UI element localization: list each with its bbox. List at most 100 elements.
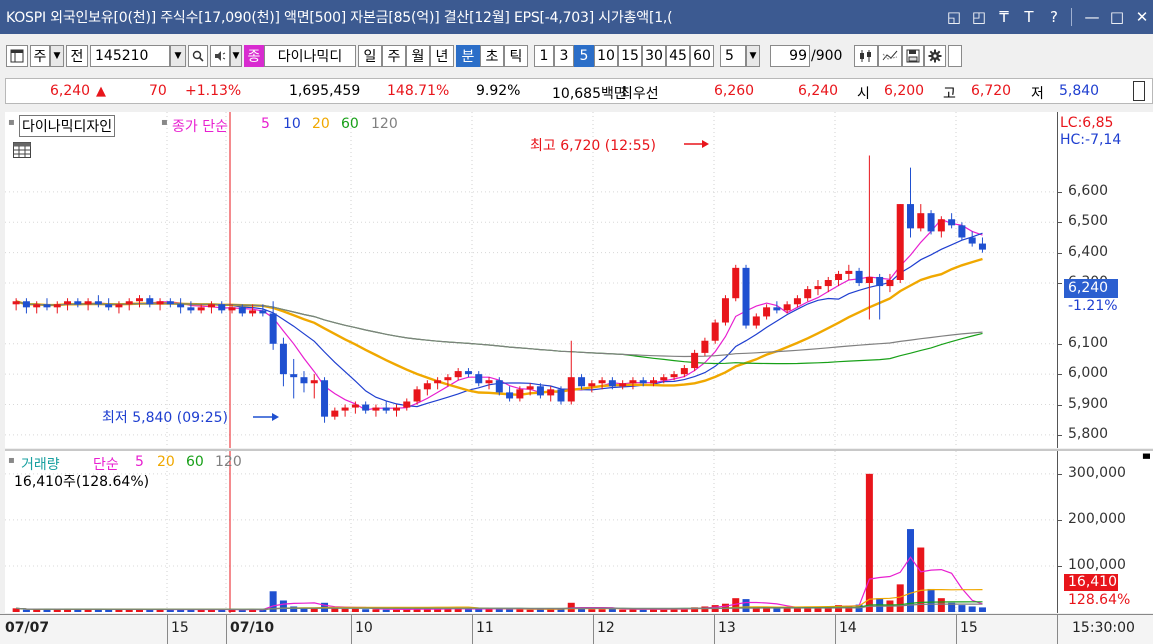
interval-60[interactable]: 60 [690,45,714,67]
stock-name-field[interactable]: 다이나믹디 [264,45,356,67]
stock-name-label[interactable]: 다이나믹디자인 [19,115,116,137]
candle-body [567,377,575,402]
volume-bar [763,607,771,612]
count-total: /900 [811,48,843,64]
ma-60: 60 [341,116,359,132]
current-price-badge [1064,279,1118,298]
period-year[interactable]: 년 [430,45,454,67]
candle-body [434,380,442,384]
search-icon[interactable] [188,45,208,67]
prev-button[interactable]: 전 [66,45,88,67]
interval-15[interactable]: 15 [618,45,642,67]
price-axis-tick [1058,404,1062,406]
speaker-icon[interactable] [210,45,230,67]
candle-body [156,301,164,305]
interval-5[interactable]: 5 [574,45,594,67]
maximize-icon[interactable]: □ [1109,8,1125,26]
volume-ma-label[interactable]: 단순 [93,457,119,473]
chevron-down-icon[interactable]: ▼ [50,45,64,67]
count-input[interactable]: 99 [770,45,810,67]
candle-body [732,267,740,299]
interval-dropdown-icon[interactable]: ▼ [746,45,760,67]
volume-bar [218,609,226,612]
candle-body [927,213,935,232]
price-axis-tick [1058,343,1062,345]
pin-icon[interactable]: ₸ [999,8,1009,26]
code-dropdown-icon[interactable]: ▼ [170,45,186,67]
panel-toggle[interactable] [948,45,963,67]
date-label: 13 [718,620,736,636]
help-icon[interactable]: ? [1050,8,1058,26]
save-icon[interactable] [902,45,925,67]
restore-icon[interactable]: ◱ [946,8,962,26]
volume-bar [557,608,565,612]
volume-bar [207,609,215,612]
candle-body [423,383,431,390]
date-label: 07/07 [5,620,50,636]
chart-menu-icon[interactable] [6,45,28,67]
interval-select[interactable]: 5 [720,45,746,67]
gear-icon[interactable] [924,45,947,67]
current-volume-axis: 16,410 [1068,574,1117,590]
interval-10[interactable]: 10 [594,45,618,67]
candle-body [978,243,986,250]
volume-settings-icon[interactable]: ▀ [1143,455,1150,465]
candle-body [259,310,267,314]
volume-bar [372,609,380,612]
price-axis-label: 6,500 [1068,213,1109,230]
market-select[interactable]: 주 [30,45,50,67]
period-week[interactable]: 주 [382,45,406,67]
candle-body [526,386,534,390]
candle-type-icon[interactable] [854,45,879,67]
price-axis-label: 6,600 [1068,182,1109,199]
table-view-icon[interactable] [13,142,31,162]
ma-indicator-label[interactable]: 종가 단순 [172,119,228,135]
price-chart-panel[interactable]: ▪ 다이나믹디자인 ▪ 종가 단순 5 10 20 60 120 최고 6,72… [5,112,1057,448]
interval-45[interactable]: 45 [666,45,690,67]
date-label: 10 [355,620,373,636]
infobar-toggle[interactable] [1133,81,1145,101]
code-input[interactable]: 145210 [90,45,170,67]
period-month[interactable]: 월 [406,45,430,67]
volume-bar [33,609,41,612]
volume-bar [619,609,627,612]
date-separator [351,615,352,644]
interval-1[interactable]: 1 [534,45,554,67]
price-axis-label: 5,900 [1068,395,1109,412]
volume-bar [485,609,493,612]
candle-body [896,204,904,280]
volume-bar [177,609,185,612]
period-second[interactable]: 초 [480,45,504,67]
price-change: 70 [149,83,167,99]
volume-bar [156,609,164,612]
volume-bar [166,609,174,612]
volume-title[interactable]: 거래량 [21,457,60,473]
font-icon[interactable]: T [1024,8,1034,26]
date-separator [835,615,836,644]
speaker-dropdown-icon[interactable]: ▼ [230,45,242,67]
candle-body [742,267,750,326]
period-day[interactable]: 일 [358,45,382,67]
volume-bar [650,609,657,612]
volume-chart-panel[interactable]: ▪ 거래량 단순 5 20 60 120 16,410주(128.64%) [5,451,1057,613]
candle-body [33,304,41,308]
volume-bar [670,608,678,612]
candle-body [845,270,853,274]
price-axis-tick [1058,374,1062,376]
volume-bar [814,606,822,612]
minimize-icon[interactable]: — [1084,8,1100,26]
period-tick[interactable]: 틱 [504,45,528,67]
volume-bar [526,609,534,612]
indicator-icon[interactable] [878,45,903,67]
interval-3[interactable]: 3 [554,45,574,67]
name-type-button[interactable]: 종 [244,45,264,67]
period-minute[interactable]: 분 [456,45,480,67]
interval-30[interactable]: 30 [642,45,666,67]
price-chart [5,112,1057,448]
candle-body [680,368,688,375]
ma-5: 5 [261,116,270,132]
volume-bar [12,608,20,612]
popout-icon[interactable]: ◰ [971,8,987,26]
candle-body [907,204,914,229]
close-icon[interactable]: ✕ [1135,8,1149,26]
